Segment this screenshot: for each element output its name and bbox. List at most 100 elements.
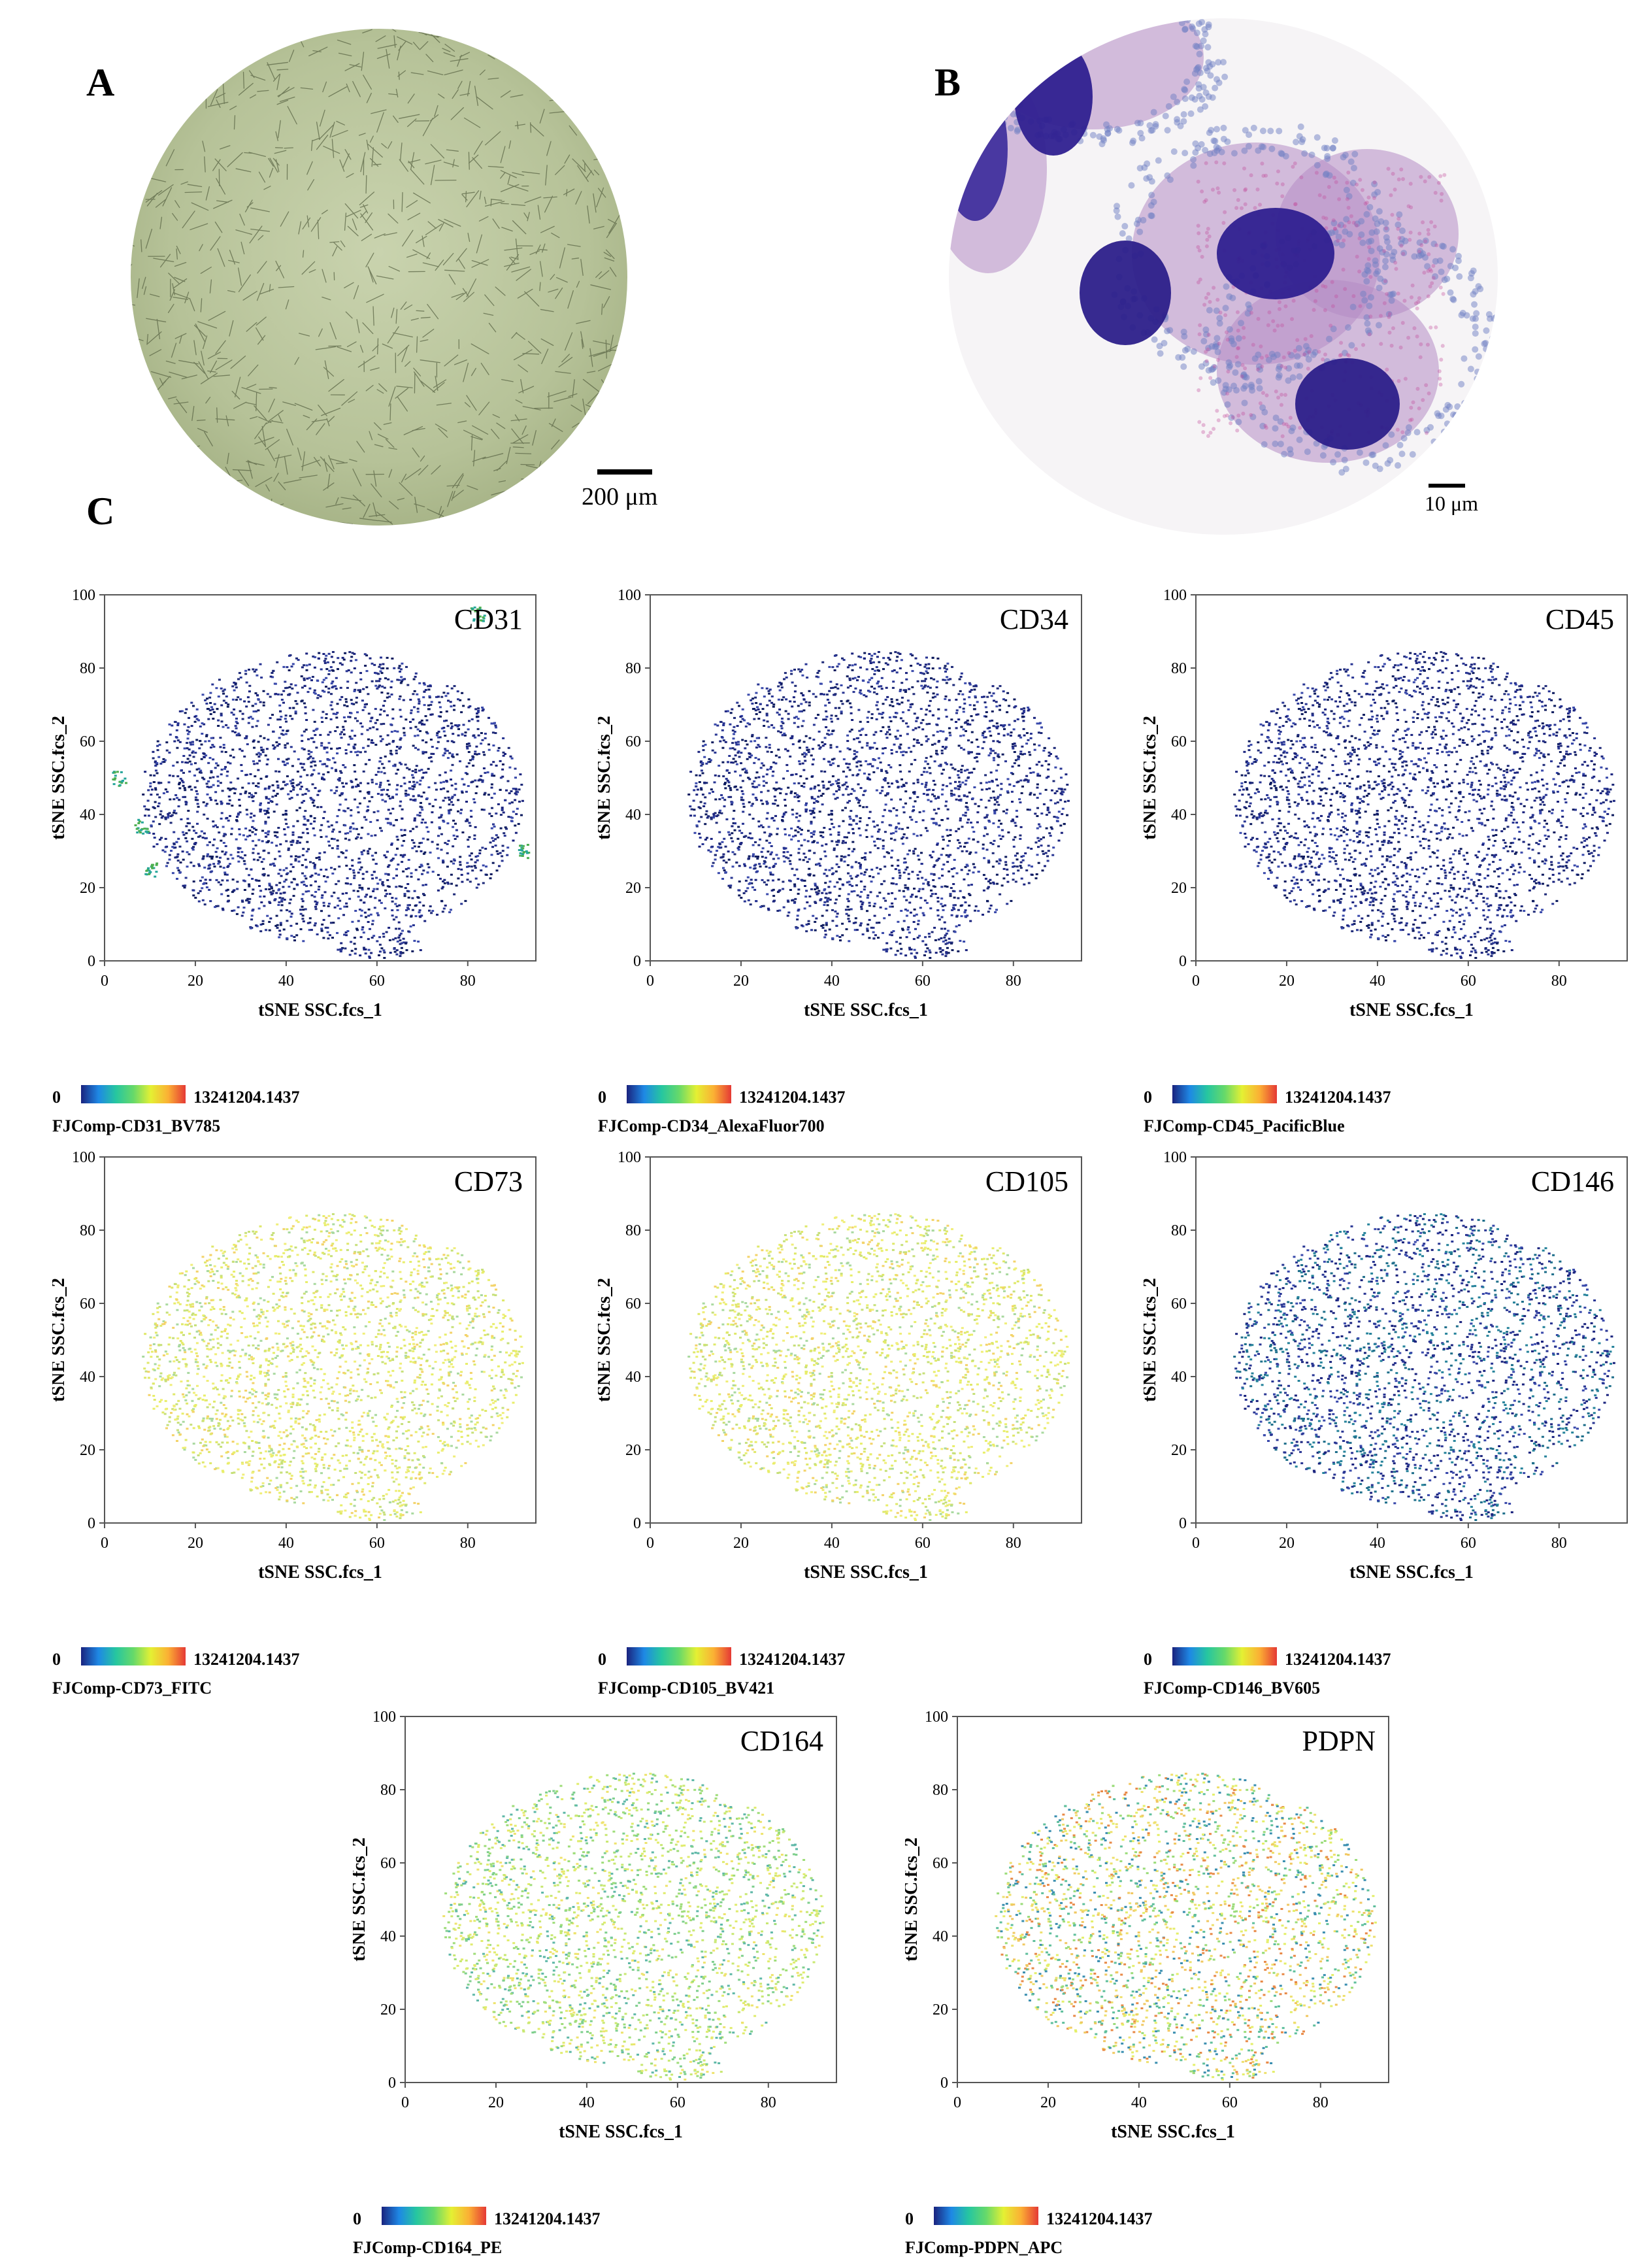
scatter-point — [380, 794, 383, 796]
scatter-point — [785, 764, 788, 766]
scatter-point — [259, 895, 261, 897]
scatter-point — [221, 802, 223, 804]
scatter-point — [437, 890, 440, 892]
scatter-point — [789, 860, 791, 862]
scatter-point — [399, 939, 401, 941]
scatter-point — [357, 784, 359, 786]
scatter-point — [831, 937, 834, 939]
scatter-point — [227, 788, 229, 790]
scatter-point — [997, 754, 1000, 756]
scatter-point — [419, 916, 421, 918]
scatter-point — [142, 794, 144, 795]
scatter-point — [502, 737, 504, 739]
scatter-point — [252, 893, 254, 895]
scatter-point — [1008, 705, 1010, 707]
scatter-point — [357, 890, 359, 892]
scatter-point — [404, 895, 406, 897]
scatter-point — [861, 857, 864, 859]
scatter-point — [718, 831, 721, 833]
scatter-point — [268, 786, 271, 788]
scatter-point — [480, 779, 482, 781]
scatter-point — [836, 797, 839, 799]
scatter-point — [689, 771, 692, 773]
scatter-point — [254, 671, 256, 673]
scatter-point — [348, 744, 350, 746]
scatter-point — [114, 775, 117, 777]
scatter-point — [425, 731, 428, 733]
scatter-point — [794, 898, 797, 900]
scatter-point — [765, 737, 767, 739]
scatter-point — [267, 875, 270, 877]
scatter-point — [379, 944, 382, 946]
scatter-point — [917, 680, 919, 682]
scatter-point — [168, 781, 171, 783]
scatter-point — [285, 840, 288, 842]
scatter-point — [788, 834, 791, 836]
scatter-point — [188, 748, 191, 750]
scatter-point — [865, 760, 867, 762]
scatter-point — [266, 915, 269, 917]
scatter-point — [728, 859, 731, 861]
scatter-point — [336, 932, 339, 934]
scatter-point — [197, 803, 199, 805]
scatter-point — [1016, 865, 1019, 867]
scatter-point — [268, 798, 271, 800]
scatter-point — [233, 889, 235, 891]
scatter-point — [305, 878, 307, 880]
scatter-point — [201, 858, 204, 860]
scatter-point — [1021, 786, 1024, 788]
scatter-point — [855, 861, 857, 863]
scatter-point — [423, 704, 426, 706]
scatter-point — [891, 749, 893, 751]
scatter-point — [501, 776, 504, 778]
scatter-point — [972, 863, 975, 865]
scatter-point — [508, 803, 511, 805]
scatter-point — [734, 853, 736, 855]
scatter-point — [1036, 873, 1038, 875]
scatter-point — [905, 751, 908, 753]
scatter-point — [819, 858, 822, 860]
scatter-point — [948, 777, 951, 778]
scatter-point — [876, 693, 878, 695]
scatter-point — [702, 772, 704, 774]
scatter-point — [331, 824, 333, 826]
scatter-point — [925, 757, 928, 759]
scatter-point — [343, 906, 346, 908]
scatter-point — [161, 815, 164, 817]
scatter-point — [302, 914, 305, 916]
scatter-point — [257, 752, 260, 754]
scatter-point — [233, 682, 235, 684]
scatter-point — [240, 764, 242, 766]
scatter-point — [357, 689, 360, 691]
scatter-point — [357, 872, 360, 874]
scatter-point — [160, 837, 163, 839]
scatter-point — [387, 818, 389, 820]
scatter-point — [353, 890, 355, 892]
scatter-point — [184, 748, 186, 750]
scatter-point — [748, 899, 750, 901]
scatter-point — [429, 803, 431, 805]
scatter-point — [500, 814, 503, 816]
scatter-point — [279, 869, 282, 871]
scatter-point — [410, 709, 413, 711]
scatter-point — [455, 829, 458, 831]
scatter-point — [282, 814, 285, 816]
scatter-point — [1004, 856, 1007, 858]
scatter-point — [405, 914, 408, 916]
scatter-point — [866, 669, 868, 671]
scatter-point — [884, 778, 886, 780]
scatter-point — [942, 731, 944, 733]
scatter-point — [252, 831, 254, 833]
scatter-point — [910, 952, 913, 954]
scatter-point — [866, 824, 868, 826]
scatter-point — [212, 746, 215, 748]
scatter-point — [148, 870, 151, 872]
scatter-point — [361, 726, 364, 728]
scatter-point — [812, 763, 814, 765]
scatter-point — [859, 690, 862, 692]
scatter-point — [278, 705, 281, 707]
scatter-point — [930, 890, 933, 892]
scatter-point — [340, 943, 342, 945]
scatter-point — [942, 836, 944, 838]
scatter-point — [908, 850, 911, 852]
